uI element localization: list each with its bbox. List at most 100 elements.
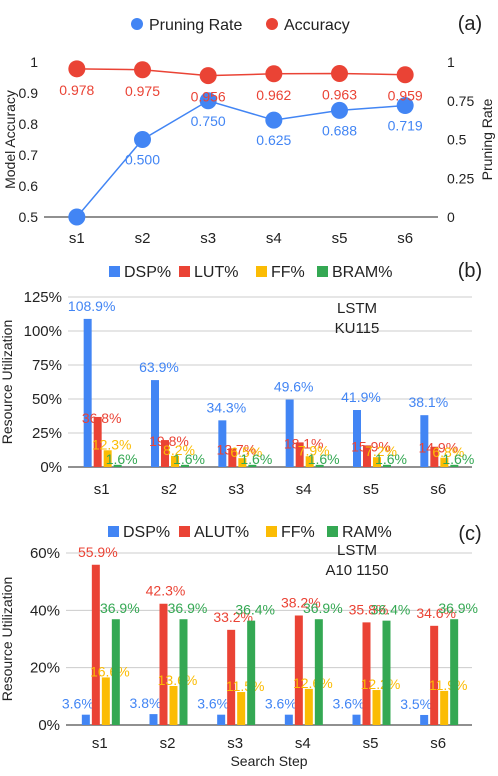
data-point (265, 111, 283, 129)
data-point (134, 61, 151, 79)
data-point (331, 64, 348, 82)
y-tick-label: 60% (30, 545, 60, 562)
bar (238, 458, 247, 467)
y-tick-label: 40% (30, 602, 60, 619)
data-label: 108.9% (68, 298, 115, 314)
bar (227, 629, 236, 725)
bar (450, 619, 459, 725)
x-tick-label: s5 (363, 481, 379, 498)
data-label: 36.4% (371, 602, 411, 618)
bar (363, 445, 371, 467)
y-axis-title: Resource Utilization (0, 320, 15, 445)
data-label: 0.963 (322, 86, 357, 102)
annotation-text: A10 1150 (325, 562, 388, 579)
bar (294, 615, 303, 725)
bar (383, 464, 391, 467)
bar (247, 620, 256, 725)
data-label: 11.9% (429, 677, 468, 693)
bar (93, 416, 102, 467)
data-point (199, 67, 217, 85)
y-tick-label: 0.5 (19, 209, 39, 225)
x-tick-label: s6 (397, 230, 413, 247)
x-tick-label: s5 (363, 735, 379, 752)
data-label: 38.2% (281, 594, 321, 610)
x-tick-label: s5 (332, 230, 348, 247)
y-tick-label: 100% (24, 323, 62, 340)
data-label: 1.6% (442, 451, 474, 467)
data-label: 1.6% (106, 451, 138, 467)
bar (352, 714, 361, 725)
series-line-accuracy (76, 68, 406, 77)
panel-label-b: (b) (458, 260, 482, 282)
legend-label: Accuracy (284, 17, 350, 34)
bar (161, 440, 169, 467)
data-label: 36.9% (168, 600, 208, 616)
panel-label-c: (c) (458, 523, 481, 545)
bar (315, 464, 324, 467)
data-label: 0.975 (125, 83, 160, 99)
data-label: 1.6% (308, 451, 340, 467)
bar (430, 446, 439, 467)
data-label: 3.6% (333, 696, 365, 712)
bar (362, 622, 371, 725)
data-label: 42.3% (146, 583, 186, 599)
data-label: 0.956 (191, 89, 226, 105)
legend-marker-accuracy (266, 18, 278, 30)
data-label: 0.959 (388, 88, 423, 104)
legend-marker-pruning-rate (131, 18, 143, 30)
data-label: 0.750 (191, 113, 226, 129)
data-label: 6.5% (230, 444, 262, 460)
series-line-pruning-rate (76, 99, 406, 218)
data-point (68, 208, 86, 226)
bar (353, 410, 361, 467)
bar (373, 457, 381, 467)
legend-swatch (179, 526, 190, 537)
x-tick-label: s3 (227, 735, 243, 752)
legend-swatch (317, 266, 328, 277)
annotation-text: LSTM (337, 542, 377, 559)
data-label: 34.3% (206, 399, 246, 415)
annotation-text: LSTM (337, 300, 377, 317)
data-label: 49.6% (274, 379, 314, 395)
data-label: 0.688 (322, 122, 357, 138)
bar (314, 619, 323, 725)
y-tick-label: 75% (32, 357, 62, 374)
legend-label: FF% (271, 264, 305, 281)
bar (169, 686, 178, 725)
data-label: 0.962 (256, 87, 291, 103)
data-label: 35.8% (349, 601, 389, 617)
bar (284, 714, 293, 725)
legend-label: ALUT% (194, 524, 249, 541)
data-point (396, 66, 414, 84)
data-label: 55.9% (78, 544, 118, 560)
data-label: 12.3% (92, 436, 132, 452)
data-label: 6.8% (432, 444, 464, 460)
y2-tick-label: 1 (447, 54, 455, 70)
bar (101, 677, 110, 725)
x-tick-label: s2 (135, 230, 151, 247)
data-label: 13.7% (216, 441, 256, 457)
x-tick-label: s1 (69, 230, 85, 247)
data-label: 0.625 (256, 132, 291, 148)
bar (440, 690, 449, 725)
bar (420, 415, 429, 467)
x-tick-label: s3 (200, 230, 216, 247)
data-label: 34.6% (416, 605, 456, 621)
data-point (396, 97, 414, 115)
data-label: 8.2% (163, 442, 195, 458)
data-label: 11.5% (226, 678, 265, 694)
y-tick-label: 0.9 (19, 85, 39, 101)
bar (248, 464, 257, 467)
bar (430, 625, 439, 725)
legend-swatch (256, 266, 267, 277)
data-point (134, 131, 151, 148)
x-tick-label: s1 (92, 735, 108, 752)
x-tick-label: s6 (430, 735, 446, 752)
y-tick-label: 0% (40, 459, 62, 476)
x-tick-label: s4 (266, 230, 282, 247)
annotation-text: KU115 (335, 320, 380, 337)
y2-axis-title: Pruning Rate (479, 98, 495, 180)
bar (218, 420, 227, 467)
bar (149, 714, 158, 725)
